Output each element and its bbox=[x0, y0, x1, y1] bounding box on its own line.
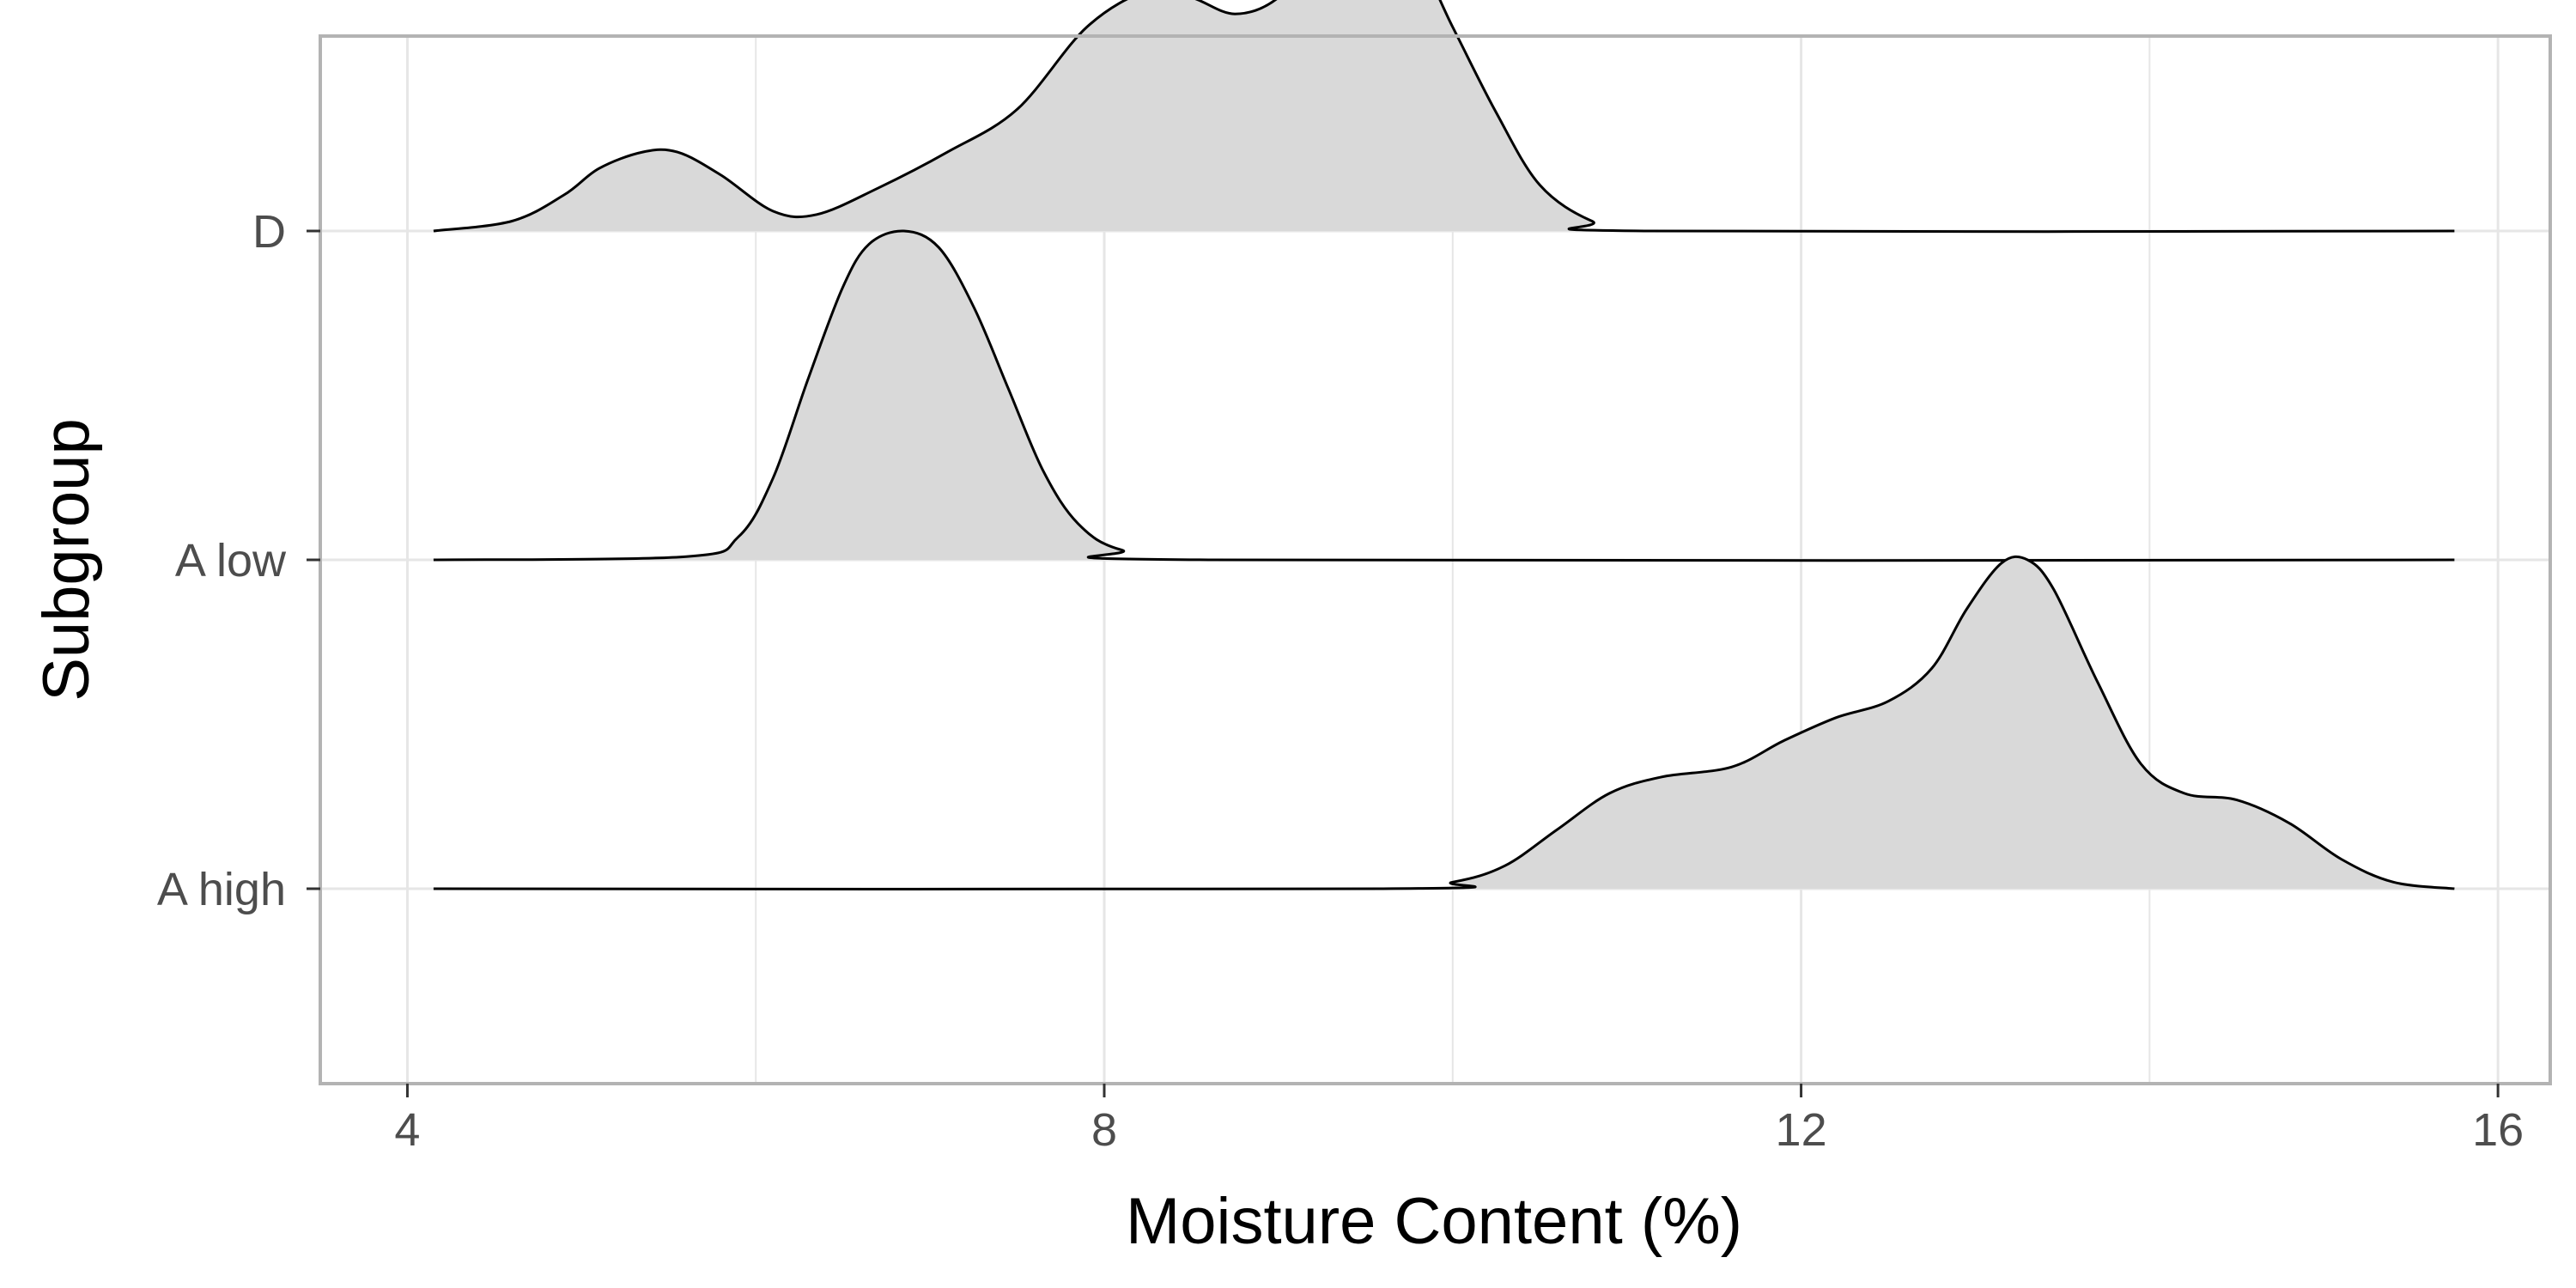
y-tick-label: A low bbox=[175, 535, 287, 586]
x-axis-title: Moisture Content (%) bbox=[1126, 1185, 1742, 1258]
x-tick-label: 8 bbox=[1091, 1104, 1117, 1156]
x-tick-label: 16 bbox=[2472, 1104, 2524, 1156]
ridge-fill-a-high bbox=[433, 556, 2455, 890]
ridge-line-a-high bbox=[433, 555, 2455, 891]
y-axis-title: Subgroup bbox=[30, 418, 103, 702]
ridge-fill-a-low bbox=[433, 230, 2455, 561]
x-tick-label: 12 bbox=[1776, 1104, 1827, 1156]
ridge-line-a-low bbox=[433, 229, 2455, 562]
y-tick-label: A high bbox=[157, 864, 286, 915]
y-tick-label: D bbox=[252, 206, 286, 258]
ridge-line-d bbox=[433, 0, 2455, 234]
ridge-fill-d bbox=[433, 0, 2455, 232]
density-ridges bbox=[433, 0, 2455, 891]
axes: 4 8 12 16 A high A low D bbox=[157, 206, 2524, 1156]
x-tick-label: 4 bbox=[394, 1104, 420, 1156]
